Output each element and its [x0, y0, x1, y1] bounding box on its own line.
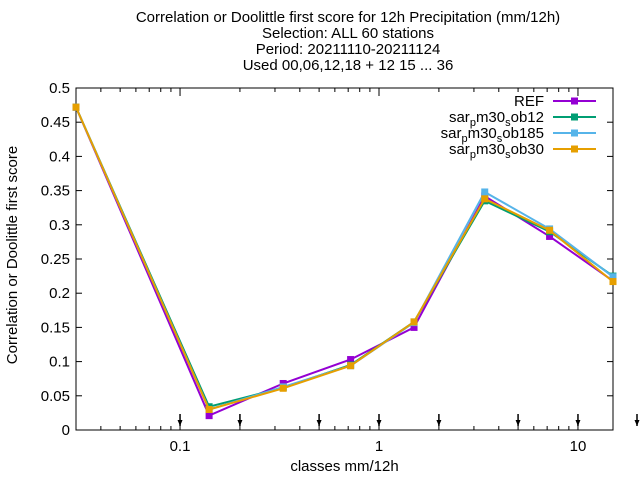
series-lines — [72, 103, 617, 420]
title-line-2: Selection: ALL 60 stations — [261, 25, 435, 42]
class-marker-arrow — [515, 420, 521, 426]
y-tick-label: 0.05 — [41, 388, 70, 405]
data-point — [609, 273, 617, 281]
y-tick-label: 0.35 — [41, 183, 70, 200]
data-point — [347, 356, 355, 364]
class-marker-arrow — [316, 420, 322, 426]
x-tick-label: 10 — [570, 438, 587, 455]
data-point — [410, 323, 418, 331]
y-tick-label: 0.4 — [49, 148, 70, 165]
y-tick-label: 0.1 — [49, 354, 70, 371]
legend-label: sarpm30sob185 — [441, 125, 544, 145]
class-marker-arrow — [376, 420, 382, 426]
y-tick-label: 0 — [62, 422, 70, 439]
class-marker-arrow — [237, 420, 243, 426]
y-tick-label: 0.45 — [41, 114, 70, 131]
data-point — [481, 195, 489, 203]
class-marker-arrow — [436, 420, 442, 426]
series-3 — [72, 103, 617, 413]
data-point — [347, 362, 355, 370]
legend-marker — [571, 145, 578, 153]
y-tick-label: 0.5 — [49, 80, 70, 97]
data-point — [205, 405, 213, 413]
data-point — [546, 226, 554, 234]
title-line-3: Period: 20211110-20211124 — [255, 41, 441, 58]
legend-label: sarpm30sob12 — [449, 109, 544, 129]
data-point — [609, 278, 617, 286]
class-marker-arrow — [575, 420, 581, 426]
legend-marker — [571, 129, 578, 137]
class-marker-arrow — [634, 420, 640, 426]
data-point — [546, 232, 554, 240]
legend-marker — [571, 113, 578, 121]
legend-marker — [571, 97, 578, 105]
legend-label: sarpm30sob30 — [449, 141, 544, 161]
class-marker-arrow — [177, 420, 183, 426]
x-axis-label: classes mm/12h — [290, 458, 398, 475]
data-point — [279, 384, 287, 392]
y-tick-label: 0.2 — [49, 285, 70, 302]
x-tick-label: 0.1 — [170, 438, 191, 455]
title-line-4: Used 00,06,12,18 + 12 15 ... 36 — [242, 57, 454, 74]
title-line-1: Correlation or Doolittle first score for… — [135, 9, 561, 26]
series-line — [75, 106, 614, 411]
axes: 0 0.05 0.1 0.15 0.2 0.25 0.3 0.35 0.4 0.45 0.5 0.1 1… — [41, 80, 640, 455]
y-tick-label: 0.15 — [41, 319, 70, 336]
legend-label: REF — [514, 93, 544, 110]
y-tick-label: 0.25 — [41, 251, 70, 268]
data-point — [410, 318, 418, 326]
x-tick-label: 1 — [375, 438, 383, 455]
y-tick-label: 0.3 — [49, 217, 70, 234]
data-point — [205, 412, 213, 420]
y-axis-label: Correlation or Doolittle first score — [4, 146, 21, 364]
data-point — [72, 103, 80, 111]
data-point — [481, 188, 489, 196]
